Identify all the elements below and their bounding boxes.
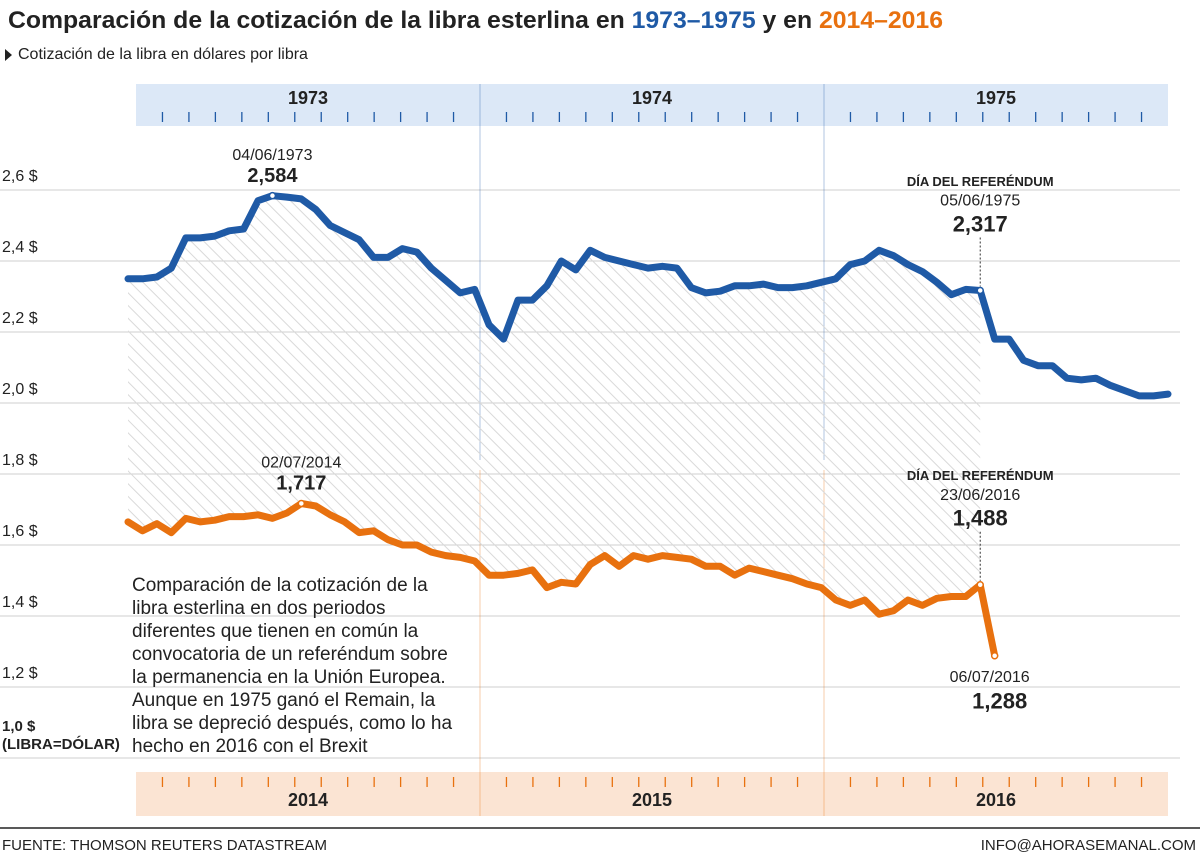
description-line: Aunque en 1975 ganó el Remain, la [132,690,436,711]
annotation-value: 1,488 [953,506,1008,531]
year-label: 2015 [632,790,672,810]
annotation-date: 02/07/2014 [261,455,341,472]
annotation-point [297,499,306,508]
y-tick-label: 2,0 $ [2,381,38,398]
year-label: 2014 [288,790,328,810]
description-line: libra esterlina en dos periodos [132,598,386,619]
hatch-area [128,195,981,615]
annotation-date: 06/07/2016 [950,669,1030,686]
description-line: Comparación de la cotización de la [132,575,428,596]
year-label: 1974 [632,88,672,108]
year-label: 1973 [288,88,328,108]
year-band [136,84,1168,126]
chart-title: Comparación de la cotización de la libra… [8,7,943,34]
y-tick-label: 2,6 $ [2,168,38,185]
annotation-value: 2,317 [953,211,1008,236]
description-line: hecho en 2016 con el Brexit [132,736,368,757]
description-line: libra se depreció después, como lo ha [132,713,452,734]
y-note: (LIBRA=DÓLAR) [2,735,120,753]
y-tick-label: 1,4 $ [2,594,38,611]
annotation-point [268,191,277,200]
title-series: 1973–1975 [632,7,756,34]
annotation-date: 23/06/2016 [940,487,1020,504]
series-line [124,500,999,660]
annotation-heading: DÍA DEL REFERÉNDUM [907,468,1054,483]
y-tick-label: 2,4 $ [2,239,38,256]
title-series: 2014–2016 [819,7,943,34]
series-line [124,192,1172,400]
y-tick-label: 1,6 $ [2,523,38,540]
annotation-heading: DÍA DEL REFERÉNDUM [907,174,1054,189]
subtitle: Cotización de la libra en dólares por li… [18,46,308,63]
source: FUENTE: THOMSON REUTERS DATASTREAM [2,837,327,854]
annotation-point [990,652,999,660]
year-label: 2016 [976,790,1016,810]
description-line: la permanencia en la Unión Europea. [132,667,446,688]
year-label: 1975 [976,88,1016,108]
year-band [136,772,1168,816]
y-tick-label: 1,2 $ [2,665,38,682]
contact: INFO@AHORASEMANAL.COM [981,837,1196,854]
title-text: y en [763,7,813,34]
annotation-value: 1,717 [276,473,326,495]
annotation-point [976,286,984,295]
title-text: Comparación de la cotización de la libra… [8,7,625,34]
y-tick-label: 1,8 $ [2,452,38,469]
subtitle-marker [5,49,12,61]
annotation-value: 2,584 [247,165,298,187]
annotation-date: 05/06/1975 [940,193,1020,210]
description-line: diferentes que tienen en común la [132,621,419,642]
annotation-date: 04/06/1973 [232,147,312,164]
annotation-point [976,581,984,589]
y-tick-label: 2,2 $ [2,310,38,327]
y-tick-label: 1,0 $ [2,718,36,735]
annotation-value: 1,288 [972,689,1027,714]
description-line: convocatoria de un referéndum sobre [132,644,448,665]
